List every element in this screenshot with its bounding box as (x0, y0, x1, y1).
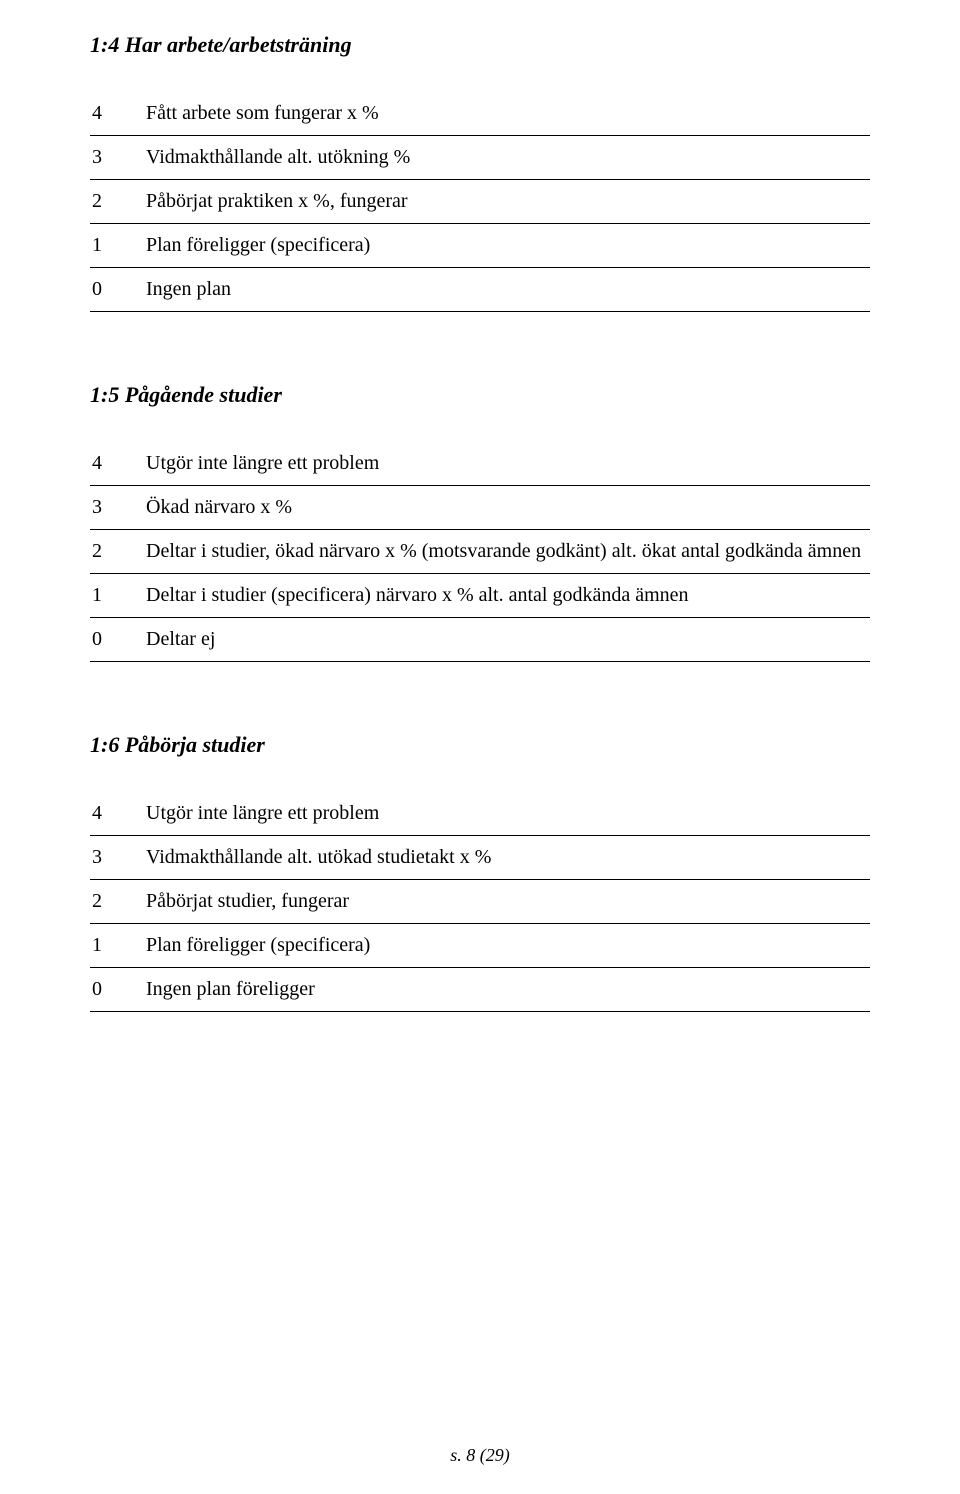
row-number: 4 (90, 792, 140, 836)
section-1-6-title: 1:6 Påbörja studier (90, 732, 870, 758)
table-row: 4Utgör inte längre ett problem (90, 792, 870, 836)
table-row: 0Ingen plan (90, 268, 870, 312)
row-text: Utgör inte längre ett problem (140, 442, 870, 486)
table-row: 0Ingen plan föreligger (90, 968, 870, 1012)
row-text: Utgör inte längre ett problem (140, 792, 870, 836)
row-text: Deltar ej (140, 618, 870, 662)
row-number: 1 (90, 924, 140, 968)
section-1-6-table: 4Utgör inte längre ett problem 3Vidmakth… (90, 792, 870, 1012)
table-row: 3Vidmakthållande alt. utökning % (90, 136, 870, 180)
row-text: Påbörjat praktiken x %, fungerar (140, 180, 870, 224)
table-row: 4Utgör inte längre ett problem (90, 442, 870, 486)
row-number: 2 (90, 530, 140, 574)
row-number: 0 (90, 268, 140, 312)
table-row: 4Fått arbete som fungerar x % (90, 92, 870, 136)
table-row: 3Vidmakthållande alt. utökad studietakt … (90, 836, 870, 880)
row-number: 1 (90, 224, 140, 268)
table-row: 1Plan föreligger (specificera) (90, 924, 870, 968)
row-text: Plan föreligger (specificera) (140, 224, 870, 268)
section-1-4-title: 1:4 Har arbete/arbetsträning (90, 32, 870, 58)
table-row: 2Påbörjat praktiken x %, fungerar (90, 180, 870, 224)
table-row: 2Påbörjat studier, fungerar (90, 880, 870, 924)
row-number: 0 (90, 618, 140, 662)
row-number: 3 (90, 486, 140, 530)
row-text: Ingen plan föreligger (140, 968, 870, 1012)
page-footer: s. 8 (29) (0, 1445, 960, 1466)
row-number: 4 (90, 442, 140, 486)
table-row: 1Plan föreligger (specificera) (90, 224, 870, 268)
row-text: Fått arbete som fungerar x % (140, 92, 870, 136)
table-row: 2Deltar i studier, ökad närvaro x % (mot… (90, 530, 870, 574)
row-text: Ökad närvaro x % (140, 486, 870, 530)
table-row: 0Deltar ej (90, 618, 870, 662)
row-text: Deltar i studier, ökad närvaro x % (mots… (140, 530, 870, 574)
section-1-5-title: 1:5 Pågående studier (90, 382, 870, 408)
row-text: Vidmakthållande alt. utökad studietakt x… (140, 836, 870, 880)
row-text: Vidmakthållande alt. utökning % (140, 136, 870, 180)
table-row: 1Deltar i studier (specificera) närvaro … (90, 574, 870, 618)
row-text: Påbörjat studier, fungerar (140, 880, 870, 924)
row-number: 0 (90, 968, 140, 1012)
row-text: Plan föreligger (specificera) (140, 924, 870, 968)
row-number: 2 (90, 880, 140, 924)
row-number: 3 (90, 136, 140, 180)
row-text: Ingen plan (140, 268, 870, 312)
row-number: 1 (90, 574, 140, 618)
table-row: 3Ökad närvaro x % (90, 486, 870, 530)
row-number: 2 (90, 180, 140, 224)
row-text: Deltar i studier (specificera) närvaro x… (140, 574, 870, 618)
section-1-5-table: 4Utgör inte längre ett problem 3Ökad när… (90, 442, 870, 662)
row-number: 3 (90, 836, 140, 880)
row-number: 4 (90, 92, 140, 136)
section-1-4-table: 4Fått arbete som fungerar x % 3Vidmakthå… (90, 92, 870, 312)
